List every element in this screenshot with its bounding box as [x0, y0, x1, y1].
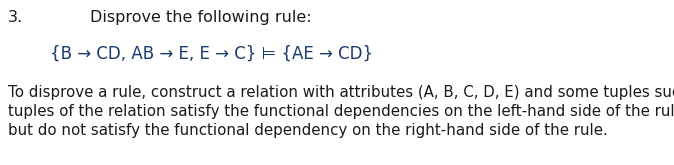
Text: 3.: 3.: [8, 10, 23, 25]
Text: To disprove a rule, construct a relation with attributes (A, B, C, D, E) and som: To disprove a rule, construct a relation…: [8, 85, 674, 100]
Text: Disprove the following rule:: Disprove the following rule:: [90, 10, 311, 25]
Text: but do not satisfy the functional dependency on the right-hand side of the rule.: but do not satisfy the functional depend…: [8, 123, 608, 138]
Text: {B → CD, AB → E, E → C} ⊨ {AE → CD}: {B → CD, AB → E, E → C} ⊨ {AE → CD}: [50, 45, 373, 63]
Text: tuples of the relation satisfy the functional dependencies on the left-hand side: tuples of the relation satisfy the funct…: [8, 104, 674, 119]
